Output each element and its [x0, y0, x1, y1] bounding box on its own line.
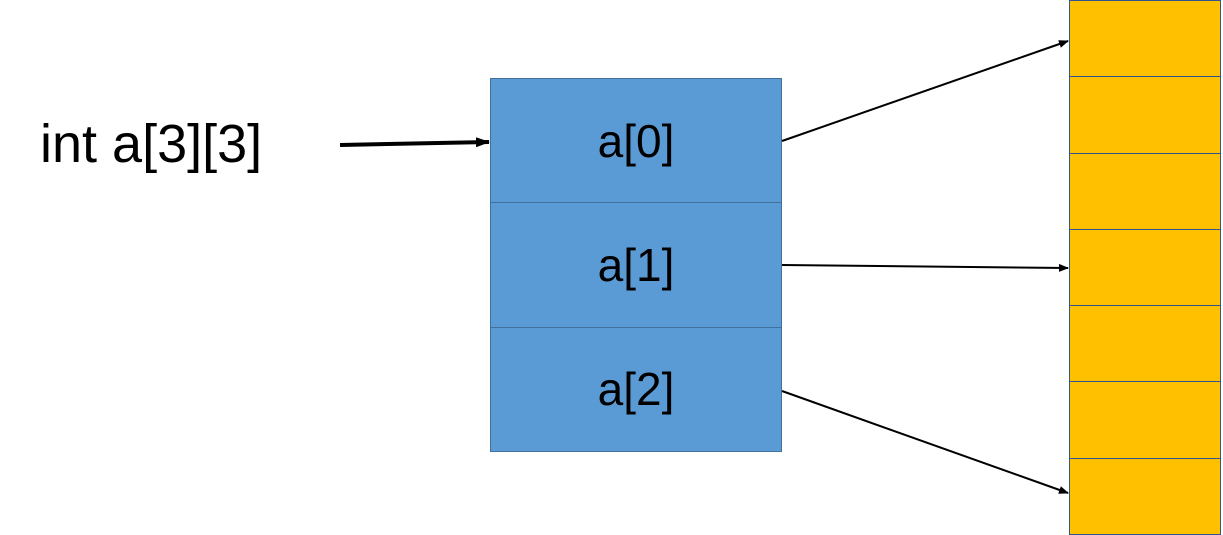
storage-cell-7	[1070, 457, 1220, 534]
arrow-a0-to-storage	[781, 40, 1069, 142]
storage-cell-6	[1070, 381, 1220, 457]
pointer-cell-a0: a[0]	[597, 114, 675, 167]
declaration-label: int a[3][3]	[40, 114, 263, 174]
pointer-array-box: a[0] a[1] a[2]	[490, 78, 782, 452]
pointer-cell-a1: a[1]	[491, 202, 781, 326]
arrow-declaration-to-array	[339, 137, 490, 148]
arrow-a1-to-storage	[781, 263, 1069, 272]
storage-cell-3	[1070, 152, 1220, 229]
arrow-a2-to-storage	[781, 390, 1069, 494]
storage-cell-4	[1070, 228, 1220, 305]
storage-cell-2	[1070, 76, 1220, 152]
pointer-cell-a2: a[2]	[491, 326, 781, 451]
storage-cell-1	[1070, 1, 1220, 76]
storage-cell-5	[1070, 305, 1220, 381]
storage-column	[1069, 0, 1221, 535]
